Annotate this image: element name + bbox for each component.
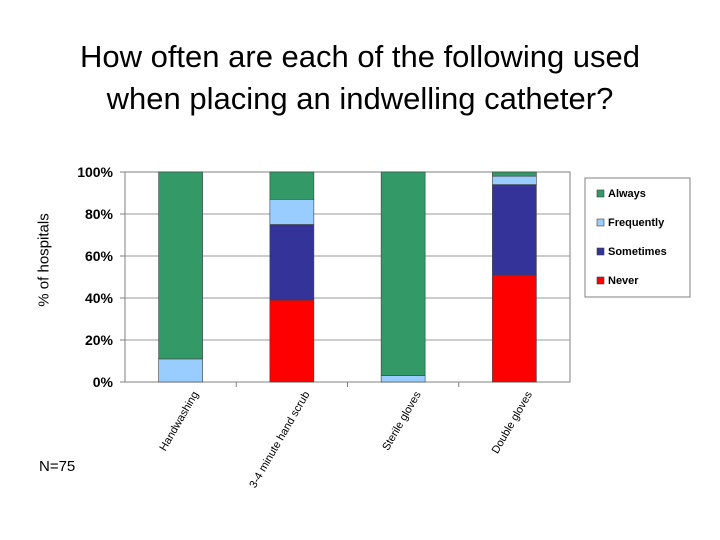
y-tick-label: 40% — [85, 290, 114, 306]
bar-never — [269, 299, 315, 383]
bar-never — [492, 274, 537, 383]
x-category-label: 3-4 minute hand scrub — [247, 390, 312, 491]
legend-swatch-frequently — [596, 218, 605, 227]
bar-frequently — [380, 375, 426, 383]
bar-frequently — [158, 358, 203, 383]
bar-frequently — [269, 199, 315, 225]
y-tick-label: 20% — [85, 332, 114, 348]
y-tick-label: 100% — [77, 164, 113, 180]
legend-swatch-always — [596, 189, 605, 198]
x-category-label: Handwashing — [158, 390, 202, 454]
y-tick-label: 60% — [85, 248, 114, 264]
sample-size-note: N=75 — [39, 458, 76, 475]
slide-title: How often are each of the following used… — [0, 36, 720, 120]
bar-always — [269, 171, 315, 200]
bar-sometimes — [492, 184, 537, 276]
legend-label-frequently: Frequently — [608, 217, 665, 229]
bar-always — [492, 171, 537, 177]
x-category-label: Sterile gloves — [380, 389, 424, 453]
legend-label-sometimes: Sometimes — [608, 246, 667, 258]
legend-label-never: Never — [608, 275, 639, 287]
legend-swatch-sometimes — [596, 247, 605, 256]
bar-frequently — [492, 175, 537, 185]
legend-swatch-never — [596, 276, 605, 285]
legend-label-always: Always — [608, 188, 646, 200]
bar-always — [158, 171, 203, 360]
x-category-label: Double gloves — [490, 389, 535, 456]
y-tick-label: 80% — [85, 206, 114, 222]
title-line-1: How often are each of the following used — [79, 39, 641, 74]
title-line-2: when placing an indwelling catheter? — [106, 81, 614, 116]
bar-sometimes — [269, 224, 315, 301]
y-tick-label: 0% — [93, 374, 114, 390]
bar-always — [380, 171, 426, 376]
